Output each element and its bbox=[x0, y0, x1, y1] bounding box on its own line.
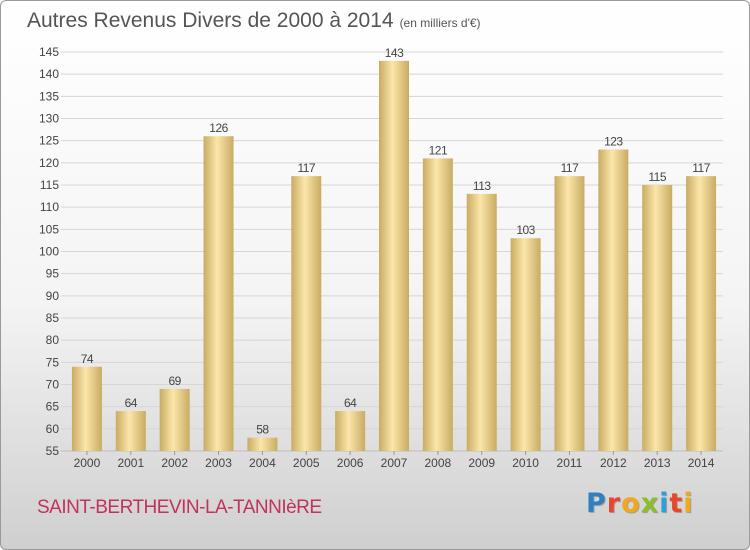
data-label-2002: 69 bbox=[168, 374, 181, 388]
y-tick-label: 110 bbox=[40, 200, 59, 214]
x-tick-label-2005: 2005 bbox=[293, 456, 320, 470]
logo-letter: t bbox=[669, 488, 684, 519]
y-tick-label: 65 bbox=[46, 400, 60, 414]
x-tick-label-2014: 2014 bbox=[688, 456, 715, 470]
x-tick-label-2006: 2006 bbox=[337, 456, 364, 470]
bar-2010 bbox=[510, 238, 541, 451]
x-tick-label-2010: 2010 bbox=[512, 456, 539, 470]
logo-letter: i bbox=[683, 488, 694, 519]
data-label-2001: 64 bbox=[125, 396, 138, 410]
x-tick-label-2012: 2012 bbox=[600, 456, 627, 470]
chart-unit: (en milliers d'€) bbox=[399, 16, 481, 30]
logo-letter: o bbox=[621, 488, 641, 519]
bars bbox=[71, 60, 717, 452]
chart-title: Autres Revenus Divers de 2000 à 2014 (en … bbox=[27, 9, 481, 33]
bar-2000 bbox=[71, 366, 102, 451]
x-tick-label-2002: 2002 bbox=[161, 456, 188, 470]
y-tick-label: 90 bbox=[46, 289, 60, 303]
city-name: SAINT-BERTHEVIN-LA-TANNIèRE bbox=[37, 497, 322, 518]
y-tick-label: 70 bbox=[46, 378, 60, 392]
y-tick-label: 120 bbox=[39, 156, 59, 170]
y-tick-label: 115 bbox=[40, 178, 59, 192]
bar-2014 bbox=[686, 176, 717, 451]
data-label-2014: 117 bbox=[692, 161, 710, 175]
y-tick-label: 55 bbox=[46, 444, 60, 458]
x-tick-label-2004: 2004 bbox=[249, 456, 276, 470]
y-tick-label: 100 bbox=[39, 245, 59, 259]
x-tick-label-2007: 2007 bbox=[381, 456, 408, 470]
x-tick-label-2011: 2011 bbox=[557, 456, 583, 470]
bar-2012 bbox=[598, 149, 629, 452]
data-label-2008: 121 bbox=[429, 143, 448, 157]
data-label-2009: 113 bbox=[473, 179, 491, 193]
y-tick-label: 60 bbox=[46, 422, 60, 436]
data-label-2004: 58 bbox=[256, 423, 269, 437]
x-tick-label-2001: 2001 bbox=[117, 456, 144, 470]
y-tick-label: 80 bbox=[46, 333, 60, 347]
y-tick-label: 145 bbox=[39, 45, 59, 59]
bar-2008 bbox=[422, 158, 453, 451]
bar-2009 bbox=[466, 193, 497, 451]
bar-2001 bbox=[115, 411, 146, 451]
x-tick-label-2013: 2013 bbox=[644, 456, 671, 470]
data-label-2003: 126 bbox=[209, 121, 228, 135]
data-label-2011: 117 bbox=[561, 161, 579, 175]
x-tick-label-2009: 2009 bbox=[468, 456, 495, 470]
logo-letter: i bbox=[659, 488, 670, 519]
logo-letter: r bbox=[606, 488, 622, 519]
data-label-2007: 143 bbox=[385, 46, 404, 60]
data-label-2000: 74 bbox=[81, 352, 94, 366]
logo-letter: P bbox=[586, 488, 607, 519]
bar-2003 bbox=[203, 136, 234, 451]
bar-2013 bbox=[642, 185, 673, 451]
y-tick-label: 125 bbox=[39, 134, 59, 148]
x-axis-ticks: 2000 2001 2002 2003 2004 2005 2006 2007 2008 2009… bbox=[74, 451, 715, 470]
bar-2002 bbox=[159, 388, 190, 451]
bar-2011 bbox=[554, 176, 585, 451]
bar-2005 bbox=[291, 176, 322, 451]
x-tick-label-2000: 2000 bbox=[74, 456, 101, 470]
data-label-2012: 123 bbox=[604, 135, 623, 149]
y-tick-label: 135 bbox=[39, 89, 59, 103]
logo-letter: x bbox=[640, 488, 660, 519]
bar-2006 bbox=[335, 411, 366, 451]
y-tick-label: 140 bbox=[39, 67, 59, 81]
proxiti-logo: Proxiti bbox=[586, 488, 694, 519]
y-axis-ticks: 55 60 65 70 75 80 85 90 95 100 105 110 115 120 125 130 1… bbox=[39, 45, 59, 458]
x-tick-label-2003: 2003 bbox=[205, 456, 232, 470]
y-tick-label: 85 bbox=[46, 311, 60, 325]
x-tick-label-2008: 2008 bbox=[425, 456, 452, 470]
data-label-2013: 115 bbox=[648, 170, 666, 184]
y-tick-label: 105 bbox=[39, 222, 59, 236]
y-tick-label: 95 bbox=[46, 267, 60, 281]
y-tick-label: 130 bbox=[39, 112, 59, 126]
bar-2004 bbox=[247, 437, 278, 451]
y-tick-label: 75 bbox=[46, 355, 60, 369]
bar-2007 bbox=[379, 60, 409, 451]
data-label-2006: 64 bbox=[344, 396, 357, 410]
chart-title-text: Autres Revenus Divers de 2000 à 2014 bbox=[27, 9, 394, 32]
data-label-2005: 117 bbox=[297, 161, 315, 175]
data-labels: 74 64 69 126 58 117 64 143 121 113 103 117 123 115 117 bbox=[81, 46, 711, 437]
data-label-2010: 103 bbox=[516, 223, 535, 237]
